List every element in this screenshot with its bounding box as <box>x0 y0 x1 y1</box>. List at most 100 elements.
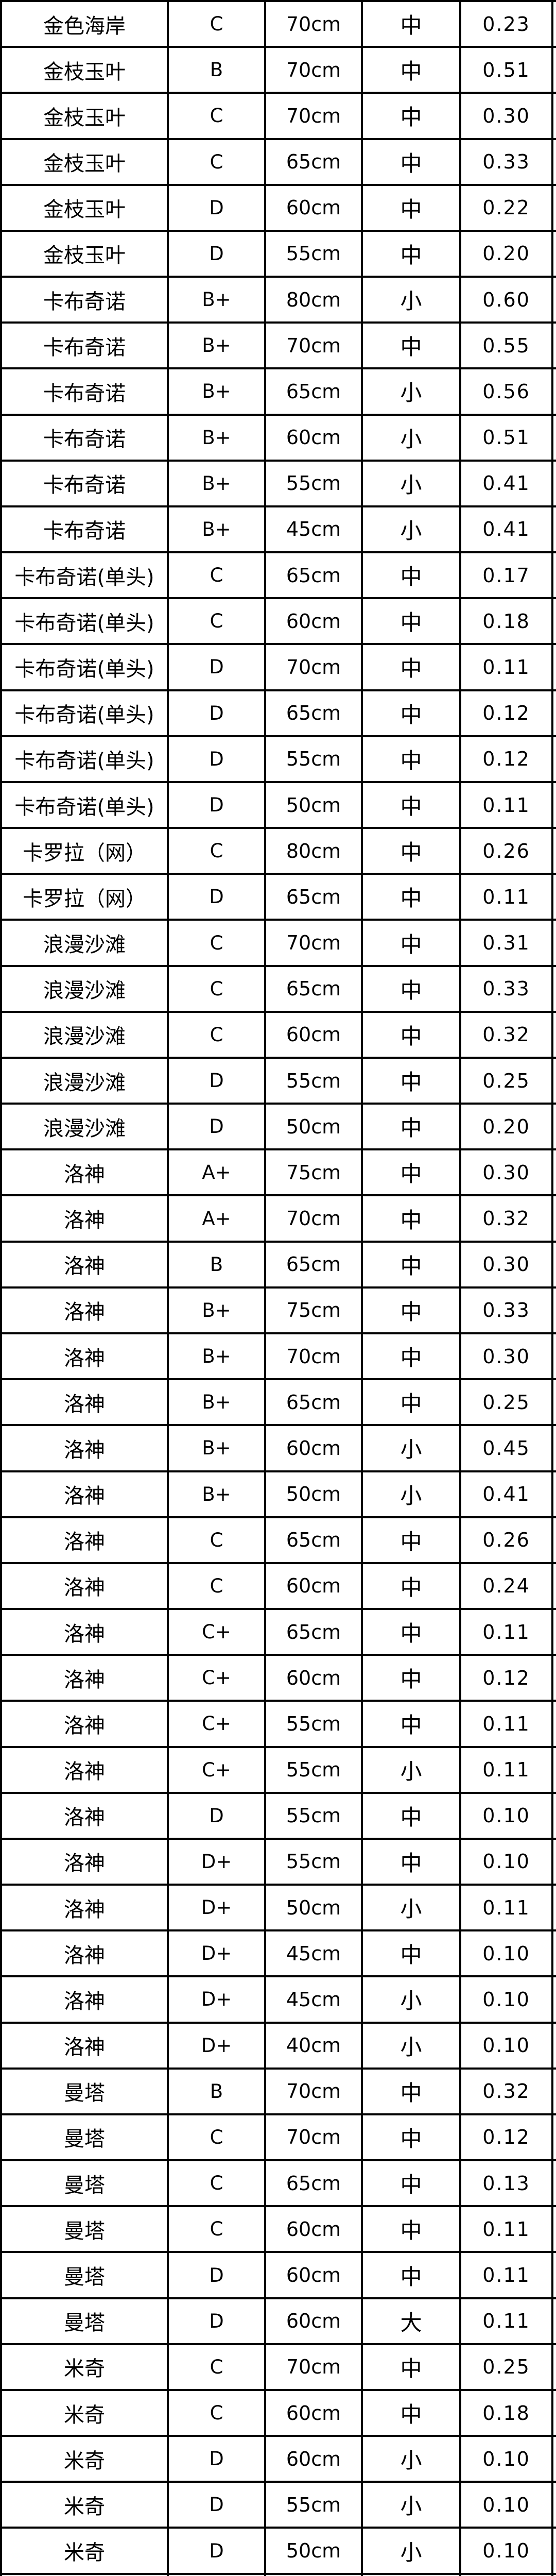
cell-size_class: 中 <box>361 919 461 967</box>
cell-name: 卡布奇诺(单头) <box>0 551 169 600</box>
cell-length: 60cm <box>264 1654 363 1702</box>
cell-extra-clipped <box>551 321 556 370</box>
cell-extra-clipped <box>551 1103 556 1151</box>
table-row: 浪漫沙滩 C 70cm 中 0.31 <box>0 919 556 967</box>
cell-length: 70cm <box>264 321 363 370</box>
cell-name: 洛神 <box>0 1562 169 1611</box>
cell-value: 0.11 <box>459 2251 553 2299</box>
table-row: 洛神 D+ 40cm 小 0.10 <box>0 2021 556 2070</box>
cell-value: 0.25 <box>459 1056 553 1105</box>
cell-extra-clipped <box>551 1700 556 1748</box>
table-row: 洛神 D 55cm 中 0.10 <box>0 1791 556 1840</box>
cell-extra-clipped <box>551 1516 556 1564</box>
table-row: 洛神 B+ 60cm 小 0.45 <box>0 1424 556 1472</box>
table-row: 卡布奇诺 B+ 55cm 小 0.41 <box>0 459 556 507</box>
cell-length: 60cm <box>264 597 363 646</box>
cell-name: 浪漫沙滩 <box>0 919 169 967</box>
cell-value: 0.10 <box>459 2021 553 2070</box>
cell-size_class: 中 <box>361 1103 461 1151</box>
cell-length: 65cm <box>264 2159 363 2208</box>
cell-value: 0.11 <box>459 2205 553 2253</box>
cell-grade: A+ <box>167 1194 266 1243</box>
cell-size_class: 小 <box>361 459 461 507</box>
cell-length: 60cm <box>264 1010 363 1059</box>
cell-value: 0.55 <box>459 321 553 370</box>
cell-length: 55cm <box>264 459 363 507</box>
cell-length: 50cm <box>264 2527 363 2575</box>
cell-extra-clipped <box>551 1286 556 1334</box>
cell-value: 0.11 <box>459 1700 553 1748</box>
cell-name: 曼塔 <box>0 2067 169 2115</box>
table-row: 曼塔 C 65cm 中 0.13 <box>0 2159 556 2208</box>
cell-grade: C <box>167 2343 266 2391</box>
cell-length: 55cm <box>264 1056 363 1105</box>
cell-extra-clipped <box>551 92 556 140</box>
cell-extra-clipped <box>551 643 556 691</box>
cell-value: 0.11 <box>459 1608 553 1656</box>
cell-name: 洛神 <box>0 1608 169 1656</box>
cell-extra-clipped <box>551 1010 556 1059</box>
cell-extra-clipped <box>551 597 556 646</box>
table-row: 金枝玉叶 C 65cm 中 0.33 <box>0 138 556 186</box>
table-row: 洛神 C+ 65cm 中 0.11 <box>0 1608 556 1656</box>
cell-value: 0.10 <box>459 1929 553 1978</box>
cell-grade: C+ <box>167 1700 266 1748</box>
cell-name: 曼塔 <box>0 2113 169 2162</box>
cell-name: 卡布奇诺(单头) <box>0 643 169 691</box>
cell-length: 60cm <box>264 413 363 462</box>
cell-value: 0.45 <box>459 1424 553 1472</box>
cell-extra-clipped <box>551 1654 556 1702</box>
cell-grade: C <box>167 2205 266 2253</box>
cell-value: 0.25 <box>459 1378 553 1427</box>
table-row: 洛神 A+ 70cm 中 0.32 <box>0 1194 556 1243</box>
cell-length: 45cm <box>264 1929 363 1978</box>
cell-extra-clipped <box>551 827 556 875</box>
cell-value: 0.13 <box>459 2159 553 2208</box>
table-row: 曼塔 D 60cm 中 0.11 <box>0 2251 556 2299</box>
cell-extra-clipped <box>551 46 556 94</box>
cell-extra-clipped <box>551 689 556 737</box>
cell-extra-clipped <box>551 505 556 554</box>
cell-name: 洛神 <box>0 1654 169 1702</box>
cell-size_class: 中 <box>361 1240 461 1289</box>
cell-extra-clipped <box>551 2572 556 2576</box>
cell-value: 0.11 <box>459 643 553 691</box>
cell-value: 0.12 <box>459 2113 553 2162</box>
cell-value: 0.12 <box>459 689 553 737</box>
cell-grade: D <box>167 2251 266 2299</box>
cell-name: 金枝玉叶 <box>0 46 169 94</box>
cell-length: 55cm <box>264 1700 363 1748</box>
cell-length: 60cm <box>264 2297 363 2345</box>
cell-value: 0.12 <box>459 735 553 783</box>
cell-size_class: 中 <box>361 827 461 875</box>
cell-grade: D <box>167 735 266 783</box>
cell-size_class: 中 <box>361 1148 461 1197</box>
table-row: 卡罗拉（网） C 80cm 中 0.26 <box>0 827 556 875</box>
cell-extra-clipped <box>551 413 556 462</box>
cell-size_class: 小 <box>361 1884 461 1932</box>
cell-length: 70cm <box>264 919 363 967</box>
cell-value: 0.10 <box>459 1791 553 1840</box>
cell-extra-clipped <box>551 138 556 186</box>
cell-length: 55cm <box>264 735 363 783</box>
table-row: 曼塔 C 60cm 中 0.11 <box>0 2205 556 2253</box>
cell-name: 洛神 <box>0 1194 169 1243</box>
cell-length: 65cm <box>264 689 363 737</box>
cell-name: 卡布奇诺(单头) <box>0 781 169 829</box>
cell-size_class: 中 <box>361 183 461 232</box>
cell-length: 65cm <box>264 138 363 186</box>
cell-grade: C <box>167 827 266 875</box>
cell-size_class: 中 <box>361 1286 461 1334</box>
table-row: 洛神 B+ 70cm 中 0.30 <box>0 1332 556 1381</box>
cell-size_class: 中 <box>361 781 461 829</box>
cell-extra-clipped <box>551 1562 556 1611</box>
cell-extra-clipped <box>551 2388 556 2437</box>
cell-extra-clipped <box>551 2251 556 2299</box>
cell-grade: D <box>167 183 266 232</box>
cell-name: 米奇 <box>0 2481 169 2529</box>
table-row: 洛神 D+ 50cm 小 0.11 <box>0 1884 556 1932</box>
table-row: 浪漫沙滩 C 60cm 中 0.32 <box>0 1010 556 1059</box>
cell-extra-clipped <box>551 1056 556 1105</box>
cell-value: 0.18 <box>459 2388 553 2437</box>
table-row: 曼塔 C 70cm 中 0.12 <box>0 2113 556 2162</box>
